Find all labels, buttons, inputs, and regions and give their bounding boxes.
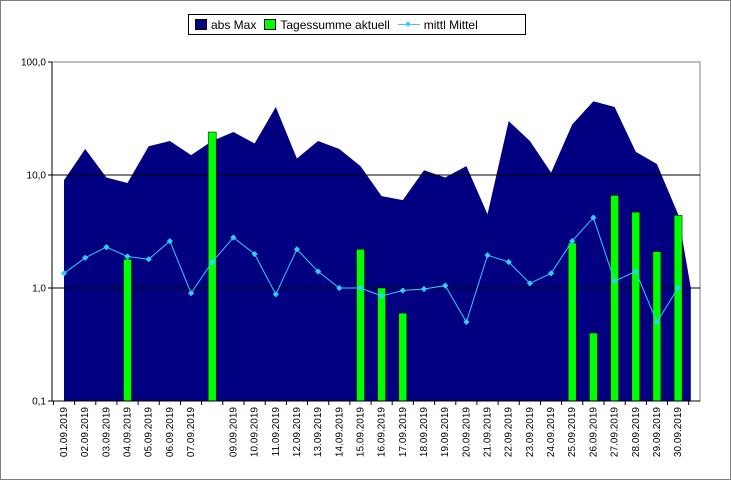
x-tick-label: 09.09.2019 <box>228 407 239 457</box>
y-tick-label: 100,0 <box>21 58 46 69</box>
point-mittl-mittel <box>124 253 131 260</box>
bar-tagessumme <box>589 332 598 402</box>
point-mittl-mittel <box>505 258 512 266</box>
y-tick-label: 1,0 <box>32 284 46 295</box>
point-mittl-mittel <box>420 285 428 293</box>
x-tick-label: 19.09.2019 <box>440 407 451 457</box>
point-mittl-mittel <box>103 243 110 251</box>
x-tick-label: 28.09.2019 <box>631 407 642 457</box>
point-mittl-mittel <box>463 318 470 326</box>
legend-label-tagessumme: Tagessumme aktuell <box>280 17 390 32</box>
legend-label-abs-max: abs Max <box>211 17 257 32</box>
legend-item-tagessumme: Tagessumme aktuell <box>264 17 390 32</box>
y-tick-label: 10,0 <box>27 171 47 182</box>
x-tick-label: 18.09.2019 <box>419 407 430 457</box>
x-tick-label: 30.09.2019 <box>673 407 684 457</box>
legend-swatch-abs-max <box>195 19 207 30</box>
x-tick-label: 13.09.2019 <box>313 407 324 457</box>
legend-swatch-tagessumme <box>264 19 277 30</box>
point-mittl-mittel <box>399 287 406 294</box>
x-tick-label: 22.09.2019 <box>504 407 515 457</box>
bar-tagessumme <box>673 215 683 402</box>
x-tick-label: 23.09.2019 <box>525 407 536 457</box>
point-mittl-mittel <box>230 234 237 241</box>
bar-tagessumme <box>631 211 641 402</box>
bar-tagessumme <box>123 258 132 402</box>
point-mittl-mittel <box>378 292 385 300</box>
point-mittl-mittel <box>314 268 322 275</box>
point-mittl-mittel <box>187 290 195 297</box>
x-tick-label: 29.09.2019 <box>652 407 663 457</box>
x-tick-label: 15.09.2019 <box>356 407 367 457</box>
legend-swatch-mittl-mittel <box>397 20 420 30</box>
bar-tagessumme <box>356 249 365 402</box>
x-tick-label: 11.09.2019 <box>271 407 282 457</box>
x-tick-label: 07.09.2019 <box>186 407 197 457</box>
legend-item-mittl-mittel: mittl Mittel <box>397 17 478 32</box>
bar-tagessumme <box>567 242 577 402</box>
legend-item-abs-max: abs Max <box>195 18 256 32</box>
x-tick-label: 12.09.2019 <box>292 407 303 457</box>
x-tick-label: 21.09.2019 <box>483 407 494 457</box>
point-mittl-mittel <box>357 284 364 292</box>
bar-tagessumme <box>377 287 386 402</box>
point-mittl-mittel <box>526 280 534 287</box>
x-tick-label: 26.09.2019 <box>588 407 599 457</box>
x-tick-label: 24.09.2019 <box>546 407 557 457</box>
x-tick-label: 01.09.2019 <box>59 407 70 457</box>
x-tick-label: 20.09.2019 <box>461 407 472 457</box>
x-tick-label: 14.09.2019 <box>334 407 345 457</box>
point-mittl-mittel <box>336 284 343 292</box>
x-tick-label: 03.09.2019 <box>101 407 112 457</box>
x-tick-label: 04.09.2019 <box>123 407 134 457</box>
area-abs-max <box>64 101 691 401</box>
x-tick-label: 17.09.2019 <box>398 407 409 457</box>
legend-label-mittl-mittel: mittl Mittel <box>423 17 478 32</box>
x-tick-label: 10.09.2019 <box>250 407 261 457</box>
y-tick-label: 0,1 <box>32 397 46 408</box>
x-tick-label: 06.09.2019 <box>165 407 176 457</box>
bar-tagessumme <box>652 251 662 402</box>
point-mittl-mittel <box>272 291 279 298</box>
x-tick-label: 25.09.2019 <box>567 407 578 457</box>
point-mittl-mittel <box>442 282 449 289</box>
bar-tagessumme <box>610 195 619 402</box>
legend: abs Max Tagessumme aktuell mittl Mittel <box>188 14 526 35</box>
point-mittl-mittel <box>547 270 555 277</box>
x-tick-label: 16.09.2019 <box>377 407 388 457</box>
x-tick-label: 05.09.2019 <box>144 407 155 457</box>
x-tick-label: 27.09.2019 <box>610 407 621 457</box>
bar-tagessumme <box>398 312 408 402</box>
line-mittl-mittel <box>63 216 679 324</box>
x-tick-label: 02.09.2019 <box>80 407 91 457</box>
